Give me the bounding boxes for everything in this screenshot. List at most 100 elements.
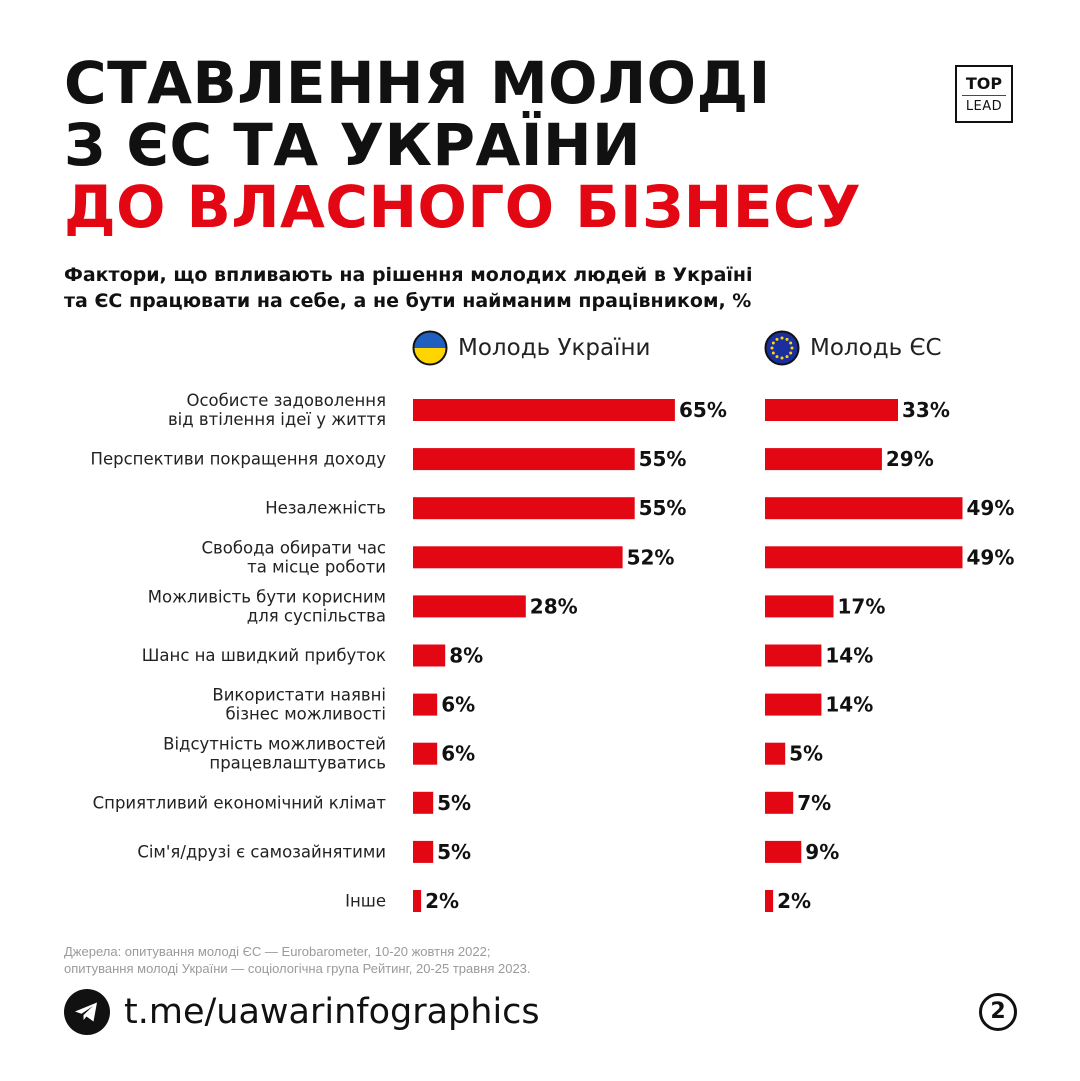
bar-ukraine (413, 644, 446, 667)
eu-star-icon (780, 356, 784, 360)
category-label: Сім'я/друзі є самозайнятими (137, 842, 386, 861)
subtitle-line-2: та ЄС працювати на себе, а не бути найма… (64, 290, 752, 312)
category-label-line: для суспільства (247, 606, 386, 625)
source-line-2: опитування молоді України — соціологічна… (64, 961, 531, 976)
legend-ukraine: Молодь України (412, 330, 650, 366)
value-label-ukraine: 5% (437, 791, 471, 815)
logo-divider (962, 94, 1006, 96)
bar-eu (765, 742, 786, 765)
eu-star-icon (789, 341, 793, 345)
value-label-eu: 49% (967, 496, 1015, 520)
eu-star-icon (780, 336, 784, 340)
title-line-3: ДО ВЛАСНОГО БІЗНЕСУ (64, 173, 862, 241)
category-label-line: Можливість бути корисним (148, 587, 386, 606)
bar-ukraine (413, 693, 438, 716)
bar-eu (765, 448, 882, 471)
logo-top-text: TOP (965, 73, 1003, 93)
bar-eu (765, 595, 834, 618)
value-label-ukraine: 55% (639, 447, 687, 471)
bar-ukraine (413, 791, 434, 814)
title-line-1: СТАВЛЕННЯ МОЛОДІ (64, 49, 771, 117)
value-label-eu: 33% (902, 398, 950, 422)
category-label-line: Свобода обирати час (202, 538, 386, 557)
value-label-eu: 49% (967, 545, 1015, 569)
category-label-line: Сім'я/друзі є самозайнятими (137, 842, 386, 861)
bar-eu (765, 546, 963, 569)
logo-lead-text: LEAD (965, 98, 1003, 114)
category-label-line: працевлаштуватись (209, 754, 386, 773)
eu-star-icon (785, 337, 789, 341)
eu-star-icon (775, 355, 779, 359)
bar-ukraine (413, 890, 422, 912)
value-label-eu: 29% (886, 447, 934, 471)
category-label-line: Перспективи покращення доходу (91, 450, 387, 469)
subtitle-line-1: Фактори, що впливають на рішення молодих… (64, 264, 753, 286)
value-label-eu: 14% (825, 644, 873, 668)
eu-flag-icon (764, 330, 800, 366)
bar-eu (765, 693, 822, 716)
category-label-line: Незалежність (265, 499, 386, 518)
bar-eu (765, 399, 898, 421)
category-label: Інше (345, 892, 386, 911)
category-label: Перспективи покращення доходу (91, 450, 387, 469)
value-label-ukraine: 6% (441, 693, 475, 717)
category-label-line: Сприятливий економічний клімат (93, 793, 387, 812)
value-label-eu: 14% (825, 693, 873, 717)
value-label-eu: 17% (838, 594, 886, 618)
bar-ukraine (413, 840, 434, 863)
category-label: Сприятливий економічний клімат (93, 793, 387, 812)
chart-subtitle: Фактори, що впливають на рішення молодих… (64, 262, 753, 314)
value-label-ukraine: 55% (639, 496, 687, 520)
bar-eu (765, 791, 794, 814)
bar-ukraine (413, 497, 635, 520)
bar-ukraine (413, 595, 526, 618)
bar-ukraine (413, 546, 623, 569)
channel-link[interactable]: t.me/uawarinfographics (124, 992, 540, 1032)
top-lead-logo: TOP LEAD (955, 65, 1013, 123)
legend-eu: Молодь ЄС (764, 330, 942, 366)
bar-ukraine (413, 399, 675, 421)
value-label-eu: 5% (789, 742, 823, 766)
ukraine-flag-icon (412, 330, 448, 366)
category-label-line: Інше (345, 892, 386, 911)
source-line-1: Джерела: опитування молоді ЄС — Eurobaro… (64, 944, 491, 959)
bar-eu (765, 497, 963, 520)
eu-star-icon (771, 351, 775, 355)
category-label-line: та місце роботи (247, 557, 386, 576)
source-note: Джерела: опитування молоді ЄС — Eurobaro… (64, 943, 531, 977)
eu-star-icon (790, 346, 794, 350)
eu-star-icon (775, 337, 779, 341)
bar-ukraine (413, 448, 635, 471)
telegram-icon[interactable] (64, 989, 110, 1035)
category-label: Шанс на швидкий прибуток (142, 646, 386, 665)
bar-eu (765, 644, 822, 667)
category-label-line: Особисте задоволення (186, 391, 386, 410)
eu-star-icon (770, 346, 774, 350)
value-label-ukraine: 8% (449, 644, 483, 668)
value-label-eu: 2% (777, 889, 811, 913)
category-label-line: Використати наявні (212, 686, 386, 705)
category-label-line: від втілення ідеї у життя (168, 410, 386, 429)
bar-eu (765, 890, 774, 912)
category-label-line: Шанс на швидкий прибуток (142, 646, 386, 665)
value-label-ukraine: 2% (425, 889, 459, 913)
page-number: 2 (979, 993, 1017, 1031)
page-title: СТАВЛЕННЯ МОЛОДІ З ЄС ТА УКРАЇНИ ДО ВЛАС… (64, 52, 861, 238)
value-label-eu: 9% (805, 840, 839, 864)
eu-star-icon (785, 355, 789, 359)
value-label-eu: 7% (797, 791, 831, 815)
bar-eu (765, 840, 802, 863)
value-label-ukraine: 6% (441, 742, 475, 766)
title-line-2: З ЄС ТА УКРАЇНИ (64, 111, 642, 179)
category-label-line: бізнес можливості (225, 705, 386, 724)
category-label: Незалежність (265, 499, 386, 518)
value-label-ukraine: 52% (627, 545, 675, 569)
legend-ukraine-label: Молодь України (458, 335, 651, 361)
legend-eu-label: Молодь ЄС (810, 335, 942, 361)
